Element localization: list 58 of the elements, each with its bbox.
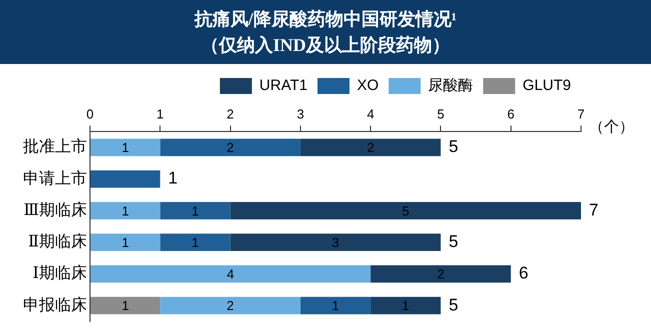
data-label: 1 — [122, 203, 129, 218]
bar — [90, 265, 371, 283]
x-tick-label: 6 — [507, 106, 514, 122]
data-label: 1 — [192, 203, 199, 218]
y-tick-label: 申报临床 — [23, 296, 87, 314]
bar — [300, 296, 371, 314]
bar — [90, 170, 160, 188]
x-tick-label: 2 — [226, 106, 234, 122]
data-label: 1 — [122, 140, 129, 155]
data-label: 2 — [366, 140, 374, 155]
chart-title: 抗痛风/降尿酸药物中国研发情况¹ — [193, 8, 458, 31]
y-tick-label: Ⅱ期临床 — [28, 232, 87, 251]
y-tick-label: 批准上市 — [23, 138, 87, 156]
total-label: 5 — [448, 295, 458, 314]
legend-label: 尿酸酶 — [428, 77, 474, 94]
bar — [160, 138, 300, 156]
x-tick-label: 4 — [366, 106, 374, 122]
total-label: 5 — [448, 137, 458, 156]
bar — [90, 138, 160, 156]
x-tick-label: 7 — [577, 106, 585, 122]
data-label: 2 — [437, 266, 444, 282]
data-label: 1 — [332, 298, 340, 314]
bar — [370, 265, 511, 283]
bar — [300, 138, 441, 156]
legend-label: URAT1 — [259, 77, 308, 94]
x-tick-label: 3 — [296, 106, 304, 122]
data-label: 2 — [226, 140, 234, 155]
bar — [90, 202, 160, 220]
y-tick-label: 申请上市 — [23, 169, 87, 188]
data-label: 2 — [226, 298, 234, 314]
y-tick-label: Ⅰ期临床 — [32, 264, 87, 282]
bar — [230, 234, 441, 252]
bar — [370, 296, 441, 314]
total-label: 7 — [589, 200, 598, 220]
bar — [230, 202, 581, 220]
data-label: 1 — [402, 298, 410, 314]
bar — [160, 296, 300, 314]
bar — [90, 296, 160, 314]
data-label: 3 — [332, 234, 340, 250]
x-tick-label: 0 — [86, 106, 94, 122]
total-label: 1 — [168, 168, 178, 188]
x-tick-label: 1 — [156, 106, 164, 122]
data-label: 5 — [402, 203, 410, 218]
bar — [160, 234, 230, 252]
bar — [90, 234, 160, 252]
y-tick-label: Ⅲ期临床 — [24, 200, 87, 219]
data-label: 1 — [122, 234, 129, 250]
x-axis-title: （个） — [589, 118, 634, 136]
total-label: 6 — [518, 264, 528, 283]
data-label: 1 — [122, 298, 129, 314]
bar — [160, 202, 230, 220]
chart-subtitle: （仅纳入IND及以上阶段药物） — [200, 34, 451, 57]
legend-label: GLUT9 — [522, 77, 572, 94]
data-label: 4 — [226, 266, 234, 282]
legend-label: XO — [356, 77, 379, 94]
x-tick-label: 5 — [437, 106, 444, 122]
total-label: 5 — [448, 232, 458, 252]
data-label: 1 — [192, 234, 199, 250]
